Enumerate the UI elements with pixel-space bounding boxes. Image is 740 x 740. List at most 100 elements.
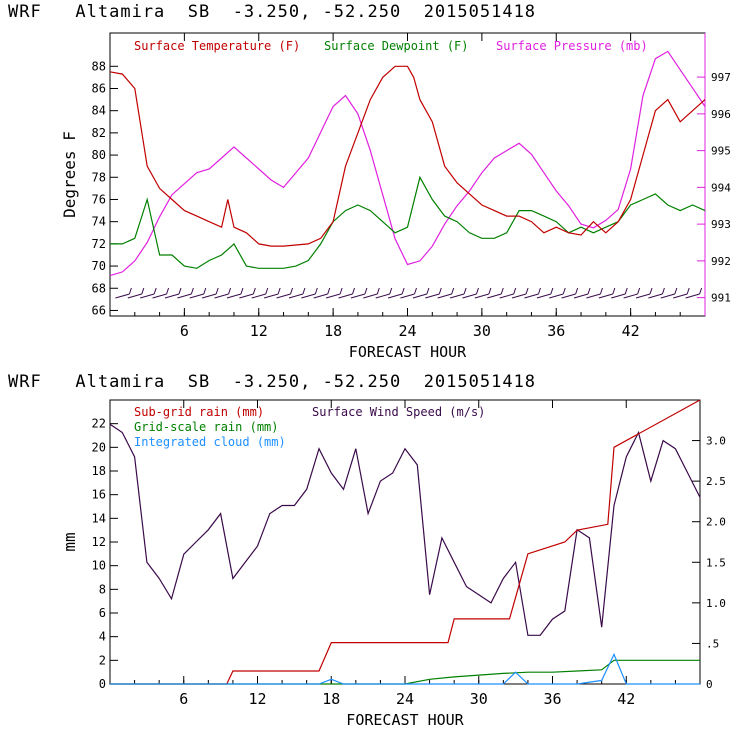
wind-barb	[511, 293, 527, 299]
wind-barb	[437, 293, 452, 299]
wind-barb-flag	[624, 287, 628, 295]
x-tick-label: 18	[324, 322, 342, 340]
legend-entry: Surface Wind Speed (m/s)	[312, 405, 485, 419]
wind-barb-flag	[302, 287, 306, 295]
y-left-tick-label: 2	[99, 653, 106, 667]
y-left-tick-label: 10	[92, 559, 106, 573]
y-left-tick-label: 88	[92, 59, 106, 73]
wind-barb	[140, 293, 155, 299]
x-tick-label: 24	[396, 690, 414, 708]
legend-entry: Integrated cloud (mm)	[134, 435, 286, 449]
wind-barb	[350, 293, 366, 299]
wind-barb	[189, 293, 204, 299]
x-tick-label: 36	[543, 690, 561, 708]
wind-barb	[375, 293, 390, 299]
wind-barb	[425, 293, 440, 299]
wind-barb-flag	[215, 287, 219, 295]
series-integrated-cloud-line	[110, 652, 700, 685]
x-tick-label: 6	[179, 690, 188, 708]
legend-entry: Surface Pressure (mb)	[496, 39, 648, 53]
wind-barb-flag	[401, 287, 405, 295]
wind-barb-flag	[500, 287, 504, 295]
wind-barb-flag	[352, 287, 355, 295]
y-left-tick-label: 72	[92, 237, 106, 251]
y-right-tick-label: 997	[711, 71, 731, 84]
series-gridscale-rain-line	[110, 659, 700, 685]
x-tick-label: 36	[547, 322, 565, 340]
wind-barb-flag	[166, 287, 170, 295]
wind-barb	[648, 293, 663, 299]
wind-barb	[313, 293, 328, 299]
wind-barb	[400, 293, 415, 299]
wind-barb	[586, 293, 601, 299]
wind-barb-flag	[537, 287, 541, 295]
wind-barb-flag	[463, 287, 467, 295]
wind-barb	[363, 293, 378, 299]
wind-barb	[127, 293, 142, 299]
y-right-tick-label: 2.5	[706, 475, 726, 488]
wind-barb	[449, 293, 465, 299]
y-left-tick-label: 18	[92, 464, 106, 478]
y-left-tick-label: 8	[99, 582, 106, 596]
wind-barb	[685, 293, 700, 299]
wind-barb-flag	[228, 287, 232, 295]
wind-barb-flag	[376, 287, 380, 295]
y-right-tick-label: 993	[711, 218, 731, 231]
x-tick-label: 6	[180, 322, 189, 340]
wind-barb-flag	[252, 287, 256, 295]
y-left-tick-label: 4	[99, 630, 106, 644]
y-axis-label: mm	[60, 532, 79, 551]
wind-barb	[164, 293, 180, 299]
wind-barb	[598, 293, 613, 299]
y-right-tick-label: 2.0	[706, 516, 726, 529]
wind-barb	[660, 293, 675, 299]
series-temperature-line	[109, 65, 706, 247]
legend-entry: Sub-grid rain (mm)	[134, 405, 264, 419]
x-axis-label: FORECAST HOUR	[349, 343, 467, 361]
y-left-tick-label: 80	[92, 148, 106, 162]
wind-barb-flag	[141, 287, 145, 295]
y-left-tick-label: 74	[92, 215, 106, 229]
wind-barb-flag	[277, 287, 281, 295]
wind-barb-flag	[190, 287, 194, 295]
wind-barb	[635, 293, 651, 299]
wind-barb	[561, 293, 576, 299]
meteogram-temperature-chart: 6 12 18 24 30 36 42 FORECAST HOUR 66 68 70 72 74 76 78…	[60, 32, 731, 361]
y-left-tick-label: 16	[92, 488, 106, 502]
y-right-tick-label: .5	[706, 637, 719, 650]
bottom-chart-title: WRF Altamira SB -3.250, -52.250 20150514…	[8, 372, 537, 392]
x-tick-label: 42	[622, 322, 640, 340]
x-tick-label: 24	[398, 322, 416, 340]
y-right-tick-label: 994	[711, 181, 731, 194]
top-chart-title: WRF Altamira SB -3.250, -52.250 20150514…	[8, 2, 537, 22]
wind-barb-flag	[599, 287, 603, 295]
wind-barb-flag	[525, 287, 529, 295]
y-right-tick-label: 3.0	[706, 435, 726, 448]
wind-barb-flag	[438, 287, 442, 295]
wind-barb-flag	[575, 287, 579, 295]
series-subgrid-rain-line	[110, 399, 701, 685]
legend-entry: Surface Dewpoint (F)	[324, 39, 469, 53]
wind-barb	[264, 293, 279, 299]
wind-barb-flag	[476, 287, 479, 295]
wind-barb	[462, 293, 477, 299]
wind-barb	[276, 293, 291, 299]
y-left-tick-label: 14	[92, 511, 106, 525]
wind-barb-flag	[178, 287, 182, 295]
wind-barb	[288, 293, 304, 299]
wind-barb-flag	[389, 287, 393, 295]
y-right-tick-label: 995	[711, 145, 731, 158]
wind-barb-flag	[612, 287, 616, 295]
wind-barb	[611, 293, 626, 299]
series-wind-speed-line	[109, 423, 701, 636]
y-right-tick-label: 996	[711, 108, 731, 121]
wind-barb-flag	[562, 287, 566, 295]
wind-barb-flag	[513, 287, 517, 295]
y-right-tick-label: 1.0	[706, 597, 726, 610]
wind-barb-flag	[128, 287, 132, 295]
x-tick-label: 18	[322, 690, 340, 708]
wind-barb-flag	[414, 287, 417, 295]
wind-barb-flag	[314, 287, 318, 295]
y-left-tick-label: 86	[92, 81, 106, 95]
